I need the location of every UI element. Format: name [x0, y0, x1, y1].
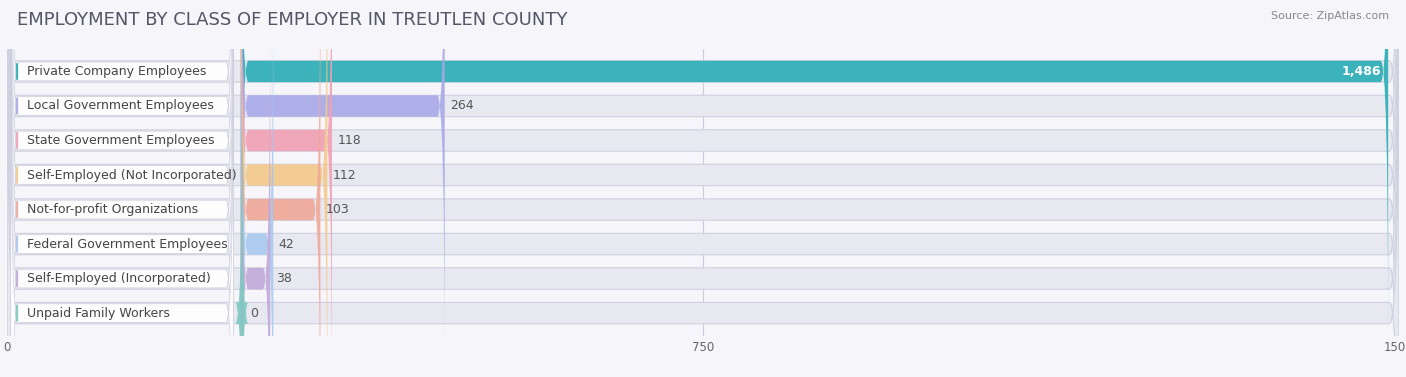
Text: Unpaid Family Workers: Unpaid Family Workers: [27, 307, 169, 320]
FancyBboxPatch shape: [11, 0, 233, 377]
Text: 264: 264: [450, 100, 474, 112]
FancyBboxPatch shape: [11, 0, 233, 377]
FancyBboxPatch shape: [240, 0, 273, 377]
Text: 112: 112: [333, 169, 357, 181]
FancyBboxPatch shape: [7, 0, 1399, 377]
Text: Local Government Employees: Local Government Employees: [27, 100, 214, 112]
FancyBboxPatch shape: [7, 0, 1399, 377]
Text: Self-Employed (Incorporated): Self-Employed (Incorporated): [27, 272, 211, 285]
Text: EMPLOYMENT BY CLASS OF EMPLOYER IN TREUTLEN COUNTY: EMPLOYMENT BY CLASS OF EMPLOYER IN TREUT…: [17, 11, 568, 29]
FancyBboxPatch shape: [240, 0, 328, 377]
FancyBboxPatch shape: [240, 0, 321, 377]
FancyBboxPatch shape: [235, 48, 249, 377]
Text: 42: 42: [278, 238, 295, 251]
FancyBboxPatch shape: [11, 0, 233, 377]
Text: Self-Employed (Not Incorporated): Self-Employed (Not Incorporated): [27, 169, 236, 181]
Text: 1,486: 1,486: [1341, 65, 1381, 78]
Text: 0: 0: [250, 307, 259, 320]
FancyBboxPatch shape: [11, 0, 233, 373]
FancyBboxPatch shape: [11, 0, 233, 338]
FancyBboxPatch shape: [7, 0, 1399, 377]
Text: 38: 38: [276, 272, 291, 285]
FancyBboxPatch shape: [240, 0, 444, 371]
FancyBboxPatch shape: [11, 0, 233, 377]
Text: Federal Government Employees: Federal Government Employees: [27, 238, 228, 251]
FancyBboxPatch shape: [7, 0, 1399, 377]
Text: Private Company Employees: Private Company Employees: [27, 65, 205, 78]
FancyBboxPatch shape: [7, 0, 1399, 377]
FancyBboxPatch shape: [7, 0, 1399, 377]
Text: Source: ZipAtlas.com: Source: ZipAtlas.com: [1271, 11, 1389, 21]
FancyBboxPatch shape: [240, 0, 1388, 337]
Text: Not-for-profit Organizations: Not-for-profit Organizations: [27, 203, 198, 216]
Text: 103: 103: [326, 203, 350, 216]
Text: 118: 118: [337, 134, 361, 147]
FancyBboxPatch shape: [7, 0, 1399, 377]
Text: State Government Employees: State Government Employees: [27, 134, 214, 147]
FancyBboxPatch shape: [11, 46, 233, 377]
FancyBboxPatch shape: [7, 0, 1399, 377]
FancyBboxPatch shape: [240, 13, 270, 377]
FancyBboxPatch shape: [11, 12, 233, 377]
FancyBboxPatch shape: [240, 0, 332, 377]
